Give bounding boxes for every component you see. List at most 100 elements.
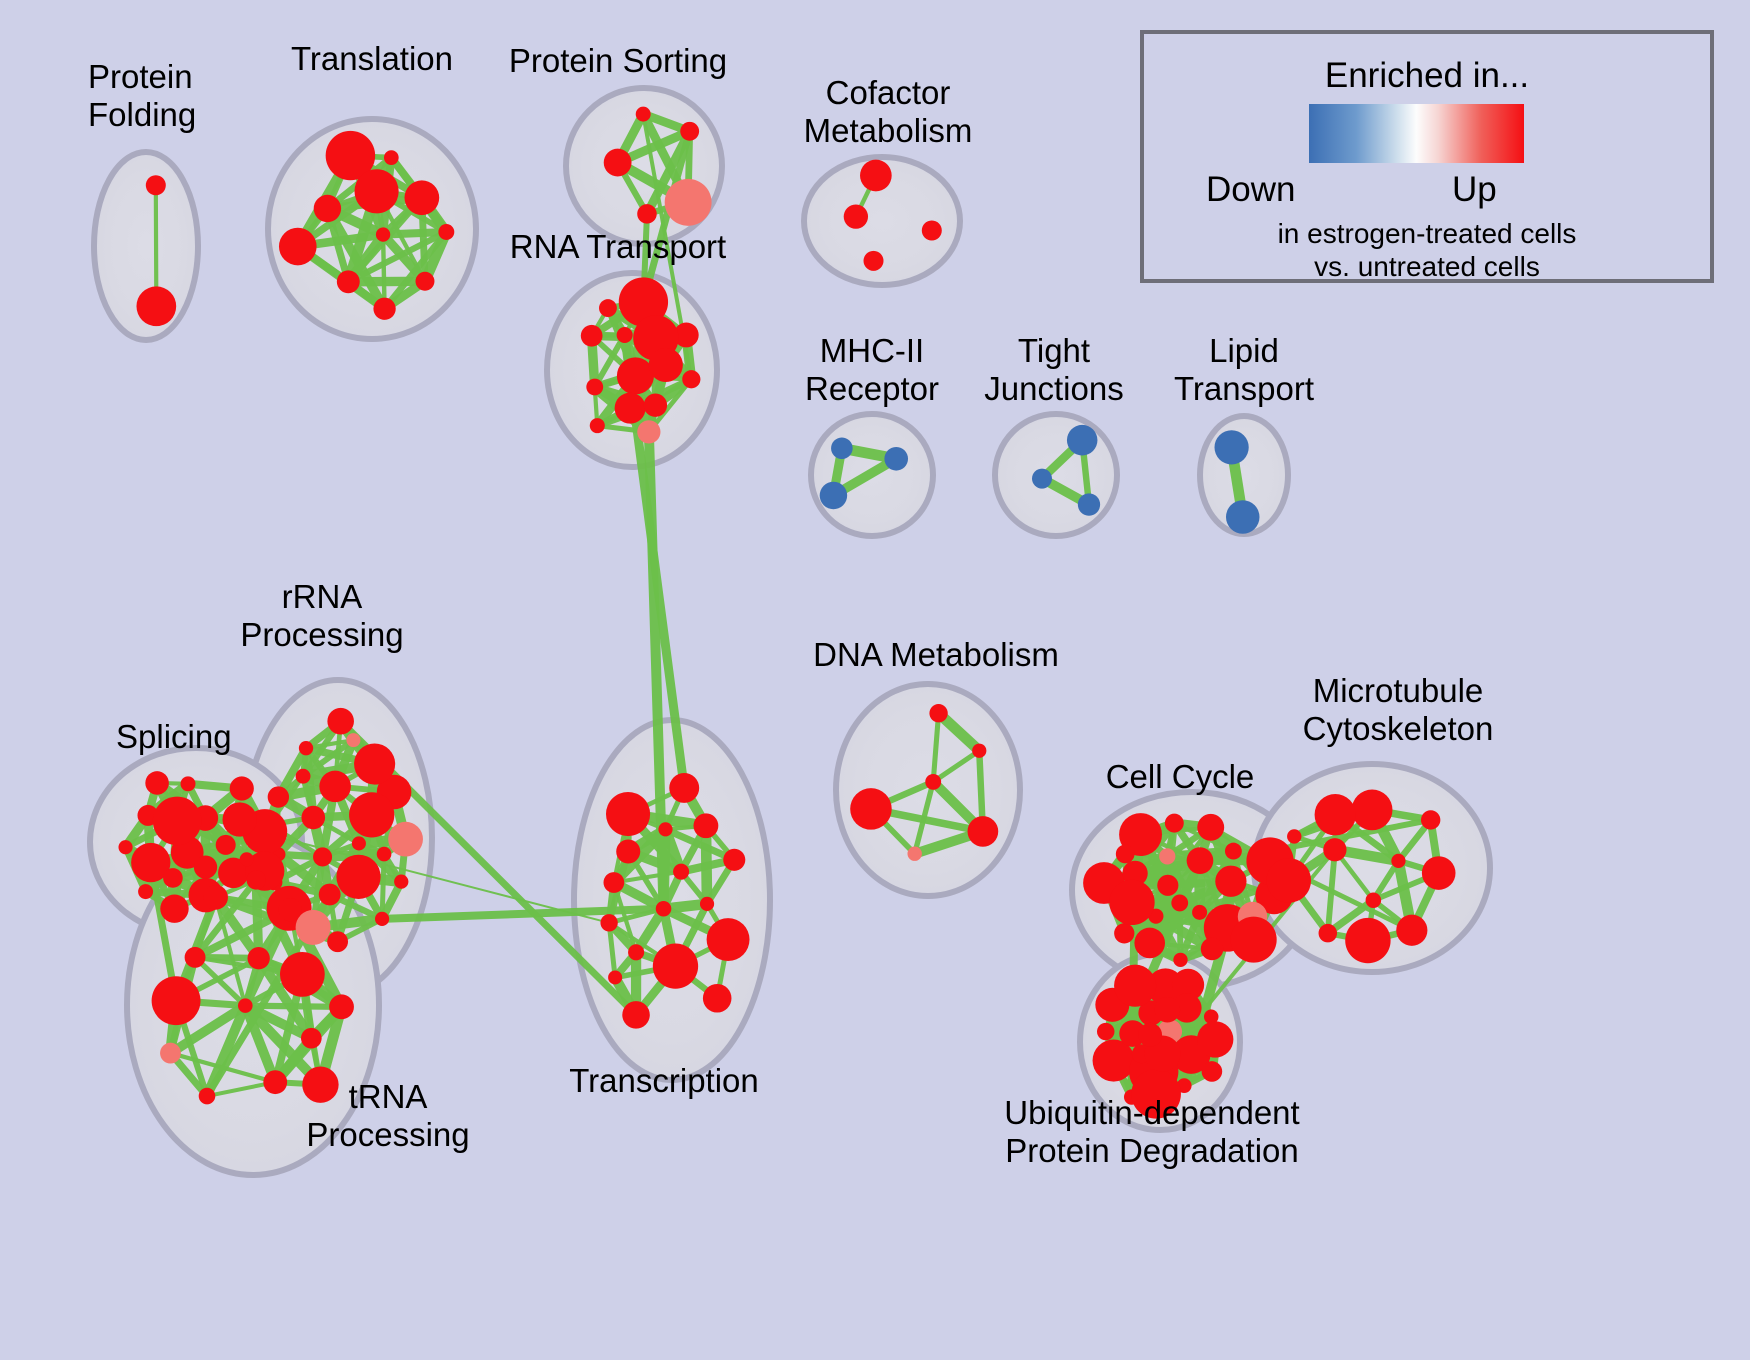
pathway-node[interactable] [218, 857, 249, 889]
pathway-node[interactable] [884, 446, 909, 471]
pathway-node[interactable] [336, 854, 381, 899]
pathway-node[interactable] [616, 326, 633, 344]
pathway-node[interactable] [1203, 1009, 1219, 1024]
pathway-node[interactable] [643, 393, 668, 417]
pathway-node[interactable] [375, 227, 391, 242]
pathway-node[interactable] [1134, 927, 1166, 959]
pathway-node[interactable] [1131, 1069, 1181, 1119]
pathway-node[interactable] [329, 994, 354, 1020]
pathway-node[interactable] [1318, 923, 1338, 943]
pathway-node[interactable] [658, 822, 673, 837]
pathway-node[interactable] [1077, 493, 1101, 516]
pathway-node[interactable] [605, 791, 651, 837]
pathway-node[interactable] [354, 743, 396, 785]
pathway-node[interactable] [669, 772, 700, 803]
pathway-node[interactable] [1119, 1020, 1146, 1047]
pathway-node[interactable] [295, 909, 331, 945]
pathway-node[interactable] [184, 946, 206, 968]
pathway-node[interactable] [706, 918, 750, 962]
pathway-node[interactable] [599, 299, 617, 317]
pathway-node[interactable] [1164, 813, 1184, 833]
pathway-node[interactable] [586, 378, 604, 396]
pathway-node[interactable] [1031, 468, 1052, 489]
pathway-node[interactable] [616, 839, 641, 864]
pathway-node[interactable] [580, 324, 603, 347]
pathway-node[interactable] [1192, 904, 1208, 920]
pathway-node[interactable] [163, 868, 183, 888]
pathway-node[interactable] [1391, 853, 1406, 868]
pathway-node[interactable] [1345, 917, 1391, 964]
pathway-node[interactable] [682, 370, 701, 389]
pathway-node[interactable] [138, 884, 154, 900]
pathway-node[interactable] [635, 106, 651, 122]
pathway-node[interactable] [388, 821, 423, 857]
pathway-node[interactable] [1351, 789, 1393, 831]
pathway-node[interactable] [652, 943, 699, 989]
pathway-node[interactable] [1186, 847, 1214, 874]
pathway-node[interactable] [603, 872, 625, 893]
pathway-node[interactable] [267, 786, 290, 808]
pathway-node[interactable] [1159, 848, 1176, 865]
pathway-node[interactable] [693, 813, 719, 839]
pathway-node[interactable] [1201, 1061, 1223, 1082]
pathway-node[interactable] [1314, 794, 1356, 836]
pathway-node[interactable] [1214, 430, 1249, 465]
pathway-node[interactable] [1119, 813, 1163, 857]
pathway-node[interactable] [921, 220, 942, 241]
pathway-node[interactable] [1323, 838, 1347, 862]
pathway-node[interactable] [723, 848, 746, 871]
pathway-node[interactable] [1171, 894, 1189, 912]
pathway-node[interactable] [118, 840, 133, 855]
pathway-node[interactable] [336, 270, 360, 294]
pathway-node[interactable] [831, 437, 853, 460]
pathway-node[interactable] [438, 224, 455, 240]
pathway-node[interactable] [298, 741, 314, 756]
pathway-node[interactable] [1266, 858, 1312, 903]
pathway-node[interactable] [1196, 1021, 1234, 1058]
pathway-node[interactable] [160, 894, 189, 923]
pathway-node[interactable] [680, 121, 700, 141]
pathway-node[interactable] [246, 870, 266, 890]
pathway-node[interactable] [1096, 1022, 1115, 1041]
pathway-node[interactable] [300, 1027, 322, 1049]
pathway-node[interactable] [1420, 810, 1441, 830]
pathway-node[interactable] [145, 771, 169, 795]
pathway-node[interactable] [239, 852, 254, 867]
pathway-node[interactable] [278, 897, 302, 922]
pathway-node[interactable] [1225, 500, 1260, 534]
pathway-node[interactable] [278, 227, 317, 266]
pathway-node[interactable] [925, 773, 942, 790]
pathway-node[interactable] [614, 392, 646, 424]
pathway-node[interactable] [673, 322, 699, 348]
pathway-node[interactable] [637, 420, 661, 444]
pathway-node[interactable] [628, 944, 645, 961]
pathway-node[interactable] [229, 776, 254, 801]
pathway-node[interactable] [1287, 829, 1302, 844]
pathway-node[interactable] [136, 286, 177, 327]
pathway-node[interactable] [145, 175, 166, 196]
pathway-node[interactable] [325, 130, 376, 181]
pathway-node[interactable] [160, 1042, 181, 1064]
pathway-node[interactable] [603, 148, 632, 177]
pathway-node[interactable] [1109, 879, 1155, 926]
pathway-node[interactable] [1172, 993, 1202, 1023]
pathway-node[interactable] [863, 250, 884, 271]
pathway-node[interactable] [1115, 844, 1135, 864]
pathway-node[interactable] [374, 911, 390, 927]
pathway-node[interactable] [616, 357, 654, 395]
pathway-node[interactable] [215, 834, 236, 855]
pathway-node[interactable] [648, 347, 683, 383]
pathway-node[interactable] [637, 204, 657, 224]
pathway-node[interactable] [1215, 865, 1247, 897]
pathway-node[interactable] [319, 770, 351, 803]
pathway-node[interactable] [404, 180, 440, 216]
pathway-node[interactable] [222, 802, 257, 837]
pathway-node[interactable] [383, 150, 399, 165]
pathway-node[interactable] [1066, 424, 1098, 456]
pathway-node[interactable] [673, 863, 690, 880]
pathway-node[interactable] [203, 884, 228, 910]
pathway-node[interactable] [351, 836, 366, 851]
pathway-node[interactable] [237, 998, 253, 1013]
pathway-node[interactable] [699, 896, 715, 911]
pathway-node[interactable] [318, 883, 341, 906]
